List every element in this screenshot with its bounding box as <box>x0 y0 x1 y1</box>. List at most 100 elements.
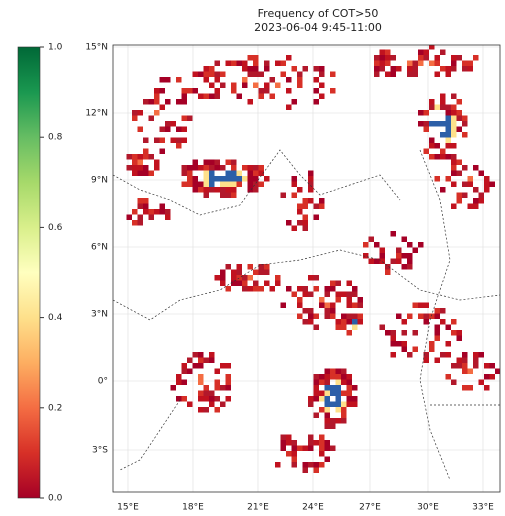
cell <box>319 391 325 397</box>
cell <box>451 171 457 177</box>
cell <box>242 66 248 72</box>
cell <box>341 292 347 298</box>
lon-label: 30°E <box>417 503 439 513</box>
cell <box>176 374 182 380</box>
cell <box>297 77 303 83</box>
cell <box>314 462 320 468</box>
cell <box>451 66 457 72</box>
cell <box>253 286 259 292</box>
cell <box>193 352 199 358</box>
cell <box>209 352 215 358</box>
cell <box>264 264 270 270</box>
cell <box>374 61 380 67</box>
cell <box>209 94 215 100</box>
cell <box>215 187 221 193</box>
cell <box>132 220 138 226</box>
cell <box>297 72 303 78</box>
cell <box>187 358 193 364</box>
cell <box>314 391 320 397</box>
cell <box>451 61 457 67</box>
cell <box>182 116 188 122</box>
cell <box>336 402 342 408</box>
cell <box>325 418 331 424</box>
cell <box>160 77 166 83</box>
cell <box>226 385 232 391</box>
lon-label: 24°E <box>302 503 324 513</box>
cell <box>231 270 237 276</box>
cell <box>165 121 171 127</box>
cell <box>292 292 298 298</box>
cell <box>154 138 160 144</box>
cell <box>380 325 386 331</box>
cell <box>160 127 166 133</box>
cell <box>352 314 358 320</box>
cell <box>451 127 457 133</box>
cell <box>132 110 138 116</box>
cell <box>220 193 226 199</box>
cell <box>308 396 314 402</box>
lat-label: 12°N <box>85 109 108 119</box>
cell <box>374 242 380 248</box>
cell <box>396 259 402 265</box>
cell <box>220 402 226 408</box>
cell <box>440 50 446 56</box>
cell <box>204 171 210 177</box>
cell <box>490 363 496 369</box>
cell <box>220 363 226 369</box>
colorbar-tick-label: 1.0 <box>48 43 63 53</box>
cell <box>176 77 182 83</box>
cell <box>154 99 160 105</box>
cell <box>473 165 479 171</box>
cell <box>451 380 457 386</box>
cell <box>193 176 199 182</box>
cell <box>248 165 254 171</box>
cell <box>330 281 336 287</box>
cell <box>435 336 441 342</box>
cell <box>330 314 336 320</box>
lon-label: 27°E <box>359 503 381 513</box>
cell <box>457 160 463 166</box>
cell <box>446 110 452 116</box>
cell <box>319 374 325 380</box>
cell <box>292 446 298 452</box>
cell <box>215 369 221 375</box>
cell <box>341 380 347 386</box>
cell <box>462 66 468 72</box>
cell <box>314 215 320 221</box>
cell <box>385 55 391 61</box>
cell <box>226 171 232 177</box>
cell <box>182 138 188 144</box>
cell <box>226 363 232 369</box>
cell <box>292 226 298 232</box>
cell <box>325 308 331 314</box>
cell <box>451 121 457 127</box>
cell <box>418 242 424 248</box>
cell <box>391 55 397 61</box>
cell <box>402 319 408 325</box>
cell <box>451 160 457 166</box>
cell <box>132 154 138 160</box>
cell <box>341 369 347 375</box>
cell <box>187 369 193 375</box>
cell <box>402 253 408 259</box>
cell <box>435 105 441 111</box>
cell <box>435 314 441 320</box>
cell <box>473 363 479 369</box>
cell <box>275 61 281 67</box>
cell <box>303 220 309 226</box>
cell <box>215 94 221 100</box>
cell <box>325 369 331 375</box>
cell <box>314 204 320 210</box>
cell <box>336 297 342 303</box>
cell <box>462 165 468 171</box>
cell <box>330 385 336 391</box>
cell <box>303 468 309 474</box>
cell <box>253 66 259 72</box>
cell <box>325 292 331 298</box>
cell <box>308 314 314 320</box>
cell <box>457 116 463 122</box>
cell <box>237 61 243 67</box>
cell <box>220 83 226 89</box>
cell <box>435 330 441 336</box>
cell <box>143 154 149 160</box>
